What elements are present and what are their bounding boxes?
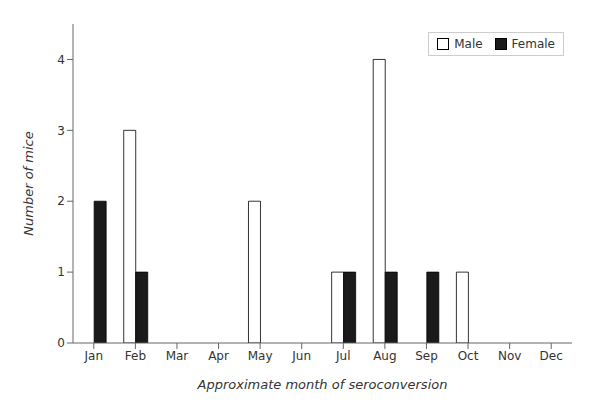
svg-text:Approximate month of seroconve: Approximate month of seroconversion (197, 377, 448, 392)
svg-text:Oct: Oct (458, 349, 479, 363)
svg-text:Jul: Jul (335, 349, 350, 363)
svg-text:1: 1 (57, 265, 65, 279)
svg-text:2: 2 (57, 194, 65, 208)
svg-text:Number of mice: Number of mice (21, 131, 36, 235)
svg-text:Feb: Feb (125, 349, 146, 363)
svg-text:Dec: Dec (540, 349, 563, 363)
svg-text:Jun: Jun (291, 349, 311, 363)
svg-text:May: May (248, 349, 273, 363)
svg-text:Sep: Sep (415, 349, 438, 363)
svg-text:Apr: Apr (208, 349, 229, 363)
svg-text:3: 3 (57, 124, 65, 138)
html-text:Male: Male (454, 37, 483, 51)
svg-text:4: 4 (57, 53, 65, 67)
html-text:Female: Female (511, 37, 555, 51)
svg-text:Mar: Mar (166, 349, 189, 363)
svg-text:Nov: Nov (498, 349, 521, 363)
svg-text:Jan: Jan (84, 349, 104, 363)
svg-text:0: 0 (57, 336, 65, 350)
svg-text:Aug: Aug (373, 349, 396, 363)
